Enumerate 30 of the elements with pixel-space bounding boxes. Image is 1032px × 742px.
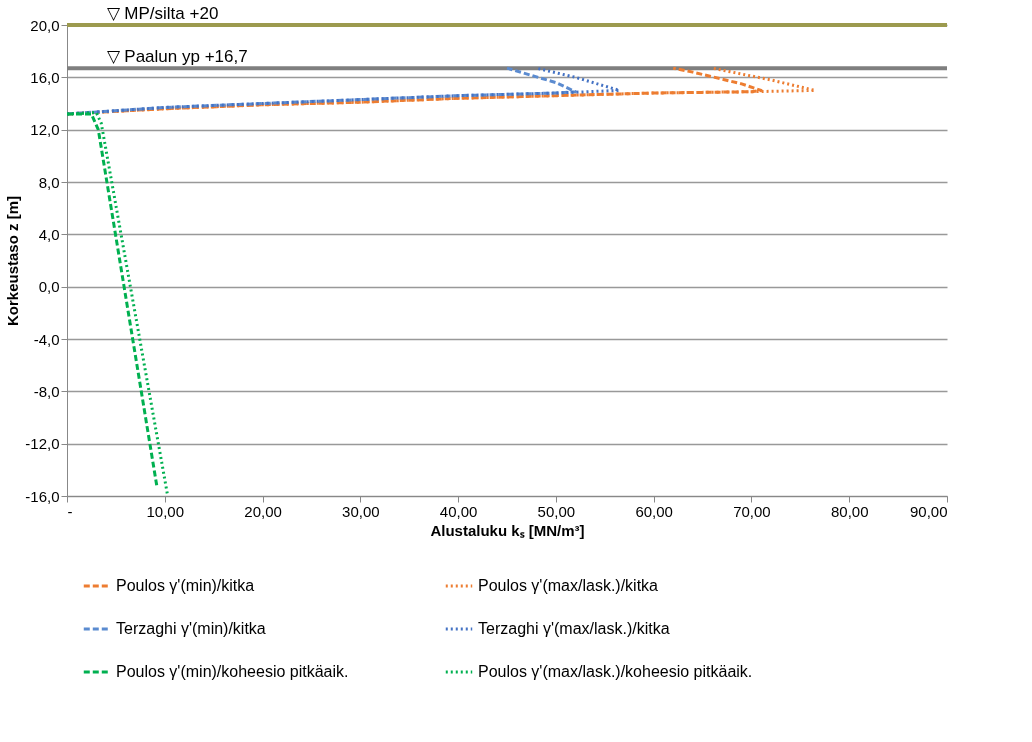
ref-line-label: ▽ MP/silta +20 (106, 4, 219, 23)
legend-label: Terzaghi γ'(min)/kitka (116, 620, 266, 637)
x-tick-label: 60,00 (635, 502, 673, 520)
y-tick-label: -8,0 (33, 382, 60, 400)
x-tick-label: 10,00 (146, 502, 185, 520)
y-tick-label: 8,0 (38, 173, 60, 191)
legend-label: Terzaghi γ'(max/lask.)/kitka (478, 620, 670, 637)
y-tick-label: -4,0 (33, 330, 60, 348)
x-tick-label: 80,00 (830, 502, 869, 520)
ref-line-label: ▽ Paalun yp +16,7 (106, 47, 248, 67)
legend-label: Poulos γ'(max/lask.)/koheesio pitkäaik. (478, 663, 753, 680)
x-tick-label: 30,00 (342, 502, 380, 520)
x-tick-label: 40,00 (439, 502, 478, 520)
y-tick-label: 0,0 (38, 278, 60, 296)
x-tick-label: - (67, 502, 73, 520)
y-tick-label: 4,0 (38, 225, 60, 243)
y-axis-title: Korkeustaso z [m] (4, 195, 22, 327)
x-tick-label: 50,00 (537, 502, 576, 520)
legend-label: Poulos γ'(max/lask.)/kitka (478, 577, 659, 594)
y-tick-label: -16,0 (25, 487, 60, 505)
x-tick-label: 20,00 (244, 502, 282, 520)
y-tick-label: 16,0 (30, 68, 60, 86)
x-tick-label: 90,00 (909, 502, 948, 520)
legend-label: Poulos γ'(min)/koheesio pitkäaik. (116, 663, 349, 680)
y-tick-label: -12,0 (25, 435, 60, 453)
y-tick-label: 12,0 (30, 121, 60, 139)
y-tick-label: 20,0 (30, 16, 60, 34)
x-axis-title: Alustaluku kₛ [MN/m³] (430, 521, 585, 539)
legend-label: Poulos γ'(min)/kitka (116, 577, 255, 594)
x-tick-label: 70,00 (733, 502, 771, 520)
